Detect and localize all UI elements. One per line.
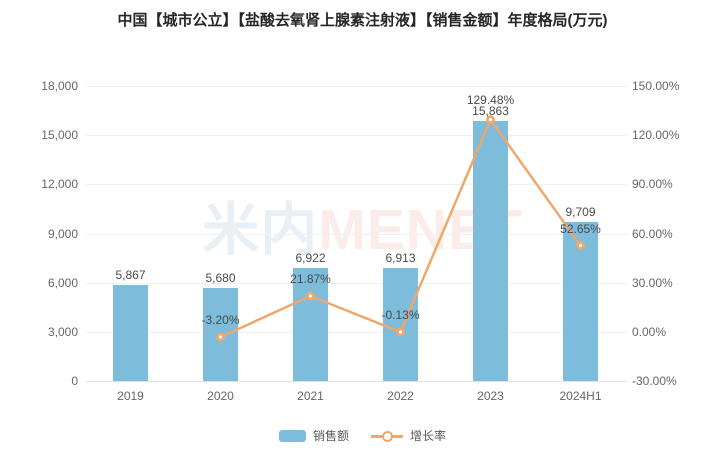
- right-axis-tick: 120.00%: [632, 128, 680, 143]
- growth-value-label: 21.87%: [290, 271, 331, 286]
- sales-bar-2019[interactable]: [113, 284, 148, 381]
- gridline: [86, 331, 627, 333]
- sales-bar-2022[interactable]: [383, 267, 418, 381]
- growth-line-swatch-icon: [371, 430, 403, 442]
- x-axis-label: 2019: [117, 389, 144, 403]
- growth-value-label: -0.13%: [381, 308, 420, 323]
- sales-bar-2023[interactable]: [473, 121, 508, 381]
- left-axis-tick: 15,000: [41, 128, 78, 143]
- chart-title: 中国【城市公立】【盐酸去氧肾上腺素注射液】【销售金额】年度格局(万元): [117, 12, 608, 29]
- legend: 销售额 增长率: [0, 429, 725, 443]
- x-axis-label: 2021: [297, 389, 324, 403]
- right-axis-tick: 90.00%: [632, 177, 673, 192]
- bar-value-label: 9,709: [565, 204, 596, 219]
- growth-value-label: 129.48%: [466, 92, 515, 107]
- gridline: [86, 86, 627, 87]
- x-axis-label: 2022: [387, 389, 414, 403]
- right-axis-tick: 30.00%: [632, 275, 673, 290]
- bar-value-label: 5,867: [115, 267, 146, 282]
- bar-value-label: 15,863: [472, 104, 509, 119]
- gridline: [86, 282, 627, 284]
- x-axis-label: 2023: [477, 389, 504, 403]
- right-axis-tick: -30.00%: [632, 374, 677, 388]
- bar-value-label: 6,922: [295, 250, 326, 265]
- growth-value-label: -3.20%: [201, 313, 240, 328]
- bar-value-label: 5,680: [205, 270, 236, 285]
- sales-bar-2024H1[interactable]: [563, 221, 598, 381]
- sales-bar-swatch-icon: [278, 430, 306, 442]
- left-axis-tick: 18,000: [41, 79, 78, 93]
- left-axis-tick: 12,000: [41, 177, 78, 192]
- right-axis-tick: 0.00%: [632, 324, 667, 339]
- gridline: [86, 135, 627, 137]
- left-axis-tick: 0: [71, 374, 78, 388]
- bar-value-label: 6,913: [385, 250, 416, 265]
- legend-sales-label: 销售额: [312, 429, 349, 443]
- legend-item-growth[interactable]: 增长率: [371, 429, 446, 443]
- right-axis-tick: 60.00%: [632, 226, 673, 241]
- left-axis-tick: 6,000: [47, 275, 78, 290]
- sales-bar-2020[interactable]: [203, 287, 238, 381]
- left-axis-tick: 3,000: [47, 324, 78, 339]
- gridline: [86, 184, 627, 186]
- left-axis-tick: 9,000: [47, 226, 78, 241]
- x-axis-line: [86, 381, 627, 382]
- right-axis-tick: 150.00%: [632, 79, 680, 93]
- legend-growth-label: 增长率: [410, 429, 447, 443]
- x-axis-label: 2024H1: [559, 389, 602, 403]
- growth-value-label: 52.65%: [560, 221, 601, 236]
- legend-item-sales[interactable]: 销售额: [278, 429, 349, 443]
- x-axis-label: 2020: [207, 389, 234, 403]
